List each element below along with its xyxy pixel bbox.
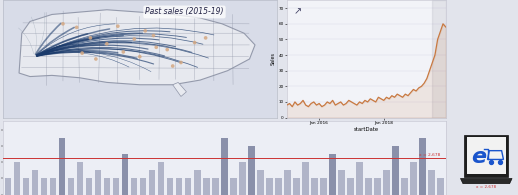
Point (163, 48, 171, 51)
Bar (221, 138, 227, 195)
Text: Past sales (2015-19): Past sales (2015-19) (145, 7, 224, 16)
Bar (356, 162, 363, 195)
Text: x = 2,678: x = 2,678 (419, 153, 440, 157)
Bar (203, 178, 209, 195)
Point (191, 41, 199, 44)
Text: e: e (471, 146, 486, 167)
Text: ↗: ↗ (293, 6, 301, 16)
Bar (122, 154, 128, 195)
Bar (392, 146, 399, 195)
Point (73, 26, 81, 29)
Point (78, 51, 87, 55)
Bar (104, 178, 110, 195)
Bar (59, 138, 65, 195)
Point (496, 161, 505, 164)
Bar (365, 178, 371, 195)
Bar (347, 178, 354, 195)
Point (486, 161, 495, 164)
Bar (167, 178, 174, 195)
Point (177, 61, 185, 64)
Bar (185, 178, 192, 195)
Bar (410, 162, 416, 195)
Bar (50, 178, 56, 195)
Bar (23, 178, 30, 195)
Point (152, 46, 161, 49)
Text: x = 2,678: x = 2,678 (476, 185, 496, 189)
Point (130, 37, 138, 41)
Bar (239, 162, 246, 195)
Bar (311, 178, 318, 195)
Bar (338, 170, 344, 195)
Bar (149, 170, 155, 195)
Point (141, 29, 149, 32)
Bar (383, 170, 390, 195)
Point (149, 34, 157, 37)
Polygon shape (461, 178, 512, 184)
Bar (194, 170, 200, 195)
Bar (95, 170, 102, 195)
Bar (68, 178, 75, 195)
Point (92, 57, 100, 60)
Polygon shape (19, 10, 255, 85)
Bar (77, 162, 83, 195)
Point (59, 22, 67, 25)
Bar (428, 170, 435, 195)
X-axis label: startDate: startDate (354, 127, 379, 132)
Point (168, 65, 177, 68)
Bar (266, 178, 272, 195)
Point (86, 36, 94, 39)
Bar (374, 178, 381, 195)
Bar (13, 162, 20, 195)
Bar (419, 138, 426, 195)
Y-axis label: Sales: Sales (270, 52, 276, 66)
Point (136, 55, 144, 58)
Bar (113, 178, 120, 195)
Bar (40, 178, 47, 195)
Bar (401, 178, 408, 195)
Polygon shape (464, 135, 508, 177)
Bar (432, 0, 445, 118)
Bar (212, 178, 219, 195)
Point (119, 50, 127, 53)
Bar (5, 178, 11, 195)
Bar (140, 178, 147, 195)
Bar (230, 178, 237, 195)
Bar (32, 170, 38, 195)
Bar (329, 154, 336, 195)
Point (113, 25, 122, 28)
Bar (257, 170, 264, 195)
Bar (302, 162, 309, 195)
Bar (248, 146, 254, 195)
Bar (176, 178, 182, 195)
Bar (275, 178, 282, 195)
Point (103, 42, 111, 45)
Bar (284, 170, 291, 195)
Bar (131, 178, 137, 195)
Bar (320, 178, 326, 195)
Bar (85, 178, 92, 195)
Polygon shape (467, 137, 506, 174)
Bar (293, 178, 299, 195)
Bar (157, 162, 165, 195)
Point (202, 36, 210, 39)
Polygon shape (172, 82, 186, 97)
Bar (437, 178, 444, 195)
